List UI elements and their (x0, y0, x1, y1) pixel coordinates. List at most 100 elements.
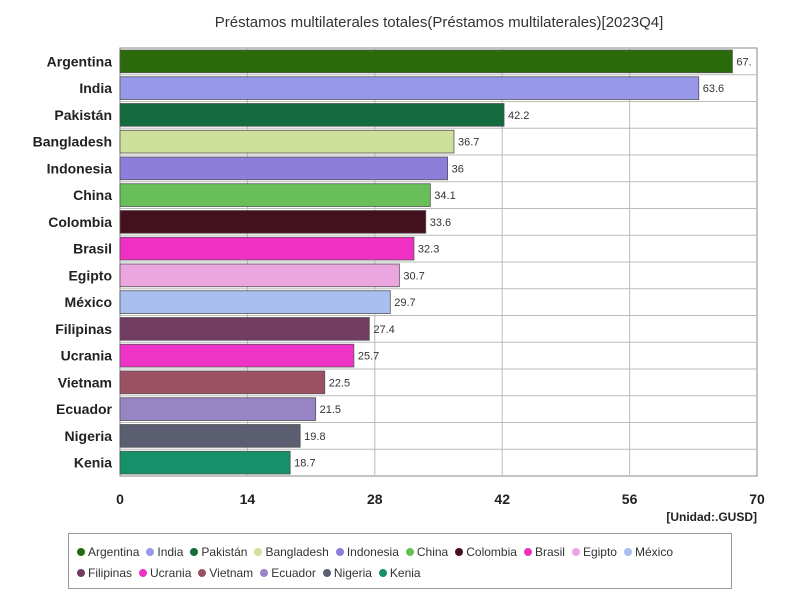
bars: 67. 63.6 42.2 36.7 36 34.1 33.6 32.3 30.7 29.7 27.… (119, 49, 752, 475)
category-labels: Argentina India Pakistán Bangladesh Indonesi… (33, 53, 113, 470)
x-tick-label: 28 (367, 491, 383, 507)
legend-marker (254, 547, 263, 556)
bar-value-label: 67. (736, 56, 751, 68)
bar (119, 236, 415, 261)
category-label: Ucrania (61, 348, 113, 364)
legend-marker (146, 547, 155, 556)
bar (119, 76, 700, 100)
legend-label: México (634, 544, 673, 559)
bar (119, 290, 391, 314)
bar-value-label: 30.7 (403, 270, 424, 282)
category-label: Nigeria (65, 428, 113, 444)
bar (119, 210, 427, 234)
legend: Argentina India Pakistán Bangladesh Indonesi… (68, 533, 732, 589)
legend-item: Pakistán (190, 541, 247, 562)
legend-label: Colombia (466, 544, 517, 559)
legend-label: Egipto (582, 544, 617, 559)
legend-label: Argentina (88, 544, 140, 559)
legend-label: Ucrania (150, 565, 192, 580)
unit-label: [Unidad:.GUSD] (666, 510, 757, 524)
bar (119, 129, 455, 154)
legend-label: China (416, 544, 449, 559)
legend-item: Colombia (455, 541, 517, 562)
bar-value-label: 27.4 (373, 324, 394, 336)
legend-item: Filipinas (77, 562, 132, 583)
legend-label: Kenia (389, 565, 421, 580)
bar-value-label: 25.7 (358, 351, 379, 363)
legend-marker (378, 568, 387, 577)
bar (119, 343, 355, 368)
bar-value-label: 36 (452, 163, 464, 175)
category-label: Kenia (74, 455, 112, 471)
x-tick-label: 70 (749, 491, 765, 507)
x-tick-label: 0 (116, 491, 124, 507)
legend-marker (139, 568, 148, 577)
category-label: China (73, 187, 112, 203)
category-label: Pakistán (54, 107, 112, 123)
legend-label: Indonesia (346, 544, 399, 559)
legend-marker (190, 547, 199, 556)
legend-marker (77, 568, 85, 577)
legend-item: Argentina (77, 541, 139, 562)
bar (119, 397, 317, 421)
legend-marker (322, 568, 331, 577)
x-tick-label: 42 (494, 491, 510, 507)
bar-value-label: 33.6 (430, 217, 451, 229)
bar-value-label: 22.5 (329, 377, 350, 389)
legend-label: India (157, 544, 184, 559)
legend-item: Ecuador (260, 562, 316, 583)
legend-marker (77, 547, 85, 556)
legend-item: Bangladesh (254, 541, 329, 562)
legend-marker (260, 568, 269, 577)
legend-item: Vietnam (198, 562, 253, 583)
x-tick-label: 14 (240, 491, 256, 507)
bar-value-label: 18.7 (294, 458, 315, 470)
legend-label: Pakistán (201, 544, 248, 559)
bar (119, 450, 291, 475)
category-label: Filipinas (55, 321, 112, 337)
legend-item: Brasil (523, 541, 565, 562)
bar-value-label: 63.6 (703, 83, 724, 95)
legend-item: Indonesia (335, 541, 399, 562)
legend-item: India (146, 541, 183, 562)
chart-title: Préstamos multilaterales totales(Préstam… (215, 14, 664, 31)
bar-value-label: 34.1 (434, 190, 455, 202)
bar (119, 156, 449, 181)
category-label: India (79, 80, 112, 96)
legend-label: Vietnam (209, 565, 254, 580)
category-label: Indonesia (47, 160, 113, 176)
legend-label: Ecuador (271, 565, 316, 580)
legend-item: Egipto (571, 541, 617, 562)
legend-marker (198, 568, 207, 577)
bar (119, 183, 431, 207)
gridlines (120, 48, 757, 476)
category-label: Argentina (47, 53, 113, 69)
bar-value-label: 21.5 (320, 404, 341, 416)
legend-item: Kenia (378, 562, 421, 583)
bar (119, 263, 400, 288)
category-label: Brasil (73, 241, 112, 257)
bar-value-label: 36.7 (458, 137, 479, 149)
legend-marker (623, 547, 632, 556)
legend-label: Brasil (534, 544, 565, 559)
category-label: Ecuador (56, 401, 113, 417)
legend-marker (455, 547, 464, 556)
bar (119, 370, 326, 395)
bar-value-label: 32.3 (418, 244, 439, 256)
bar (119, 49, 733, 74)
legend-label: Bangladesh (265, 544, 329, 559)
legend-label: Filipinas (88, 565, 133, 580)
bar-value-label: 42.2 (508, 110, 529, 122)
category-label: Egipto (68, 267, 112, 283)
category-label: México (65, 294, 112, 310)
legend-item: México (623, 541, 673, 562)
legend-marker (523, 547, 532, 556)
bar (119, 103, 505, 127)
legend-item: China (405, 541, 449, 562)
legend-marker (405, 547, 414, 556)
legend-item: Ucrania (139, 562, 191, 583)
bar (119, 317, 370, 341)
category-label: Bangladesh (33, 134, 112, 150)
bar (119, 424, 301, 448)
